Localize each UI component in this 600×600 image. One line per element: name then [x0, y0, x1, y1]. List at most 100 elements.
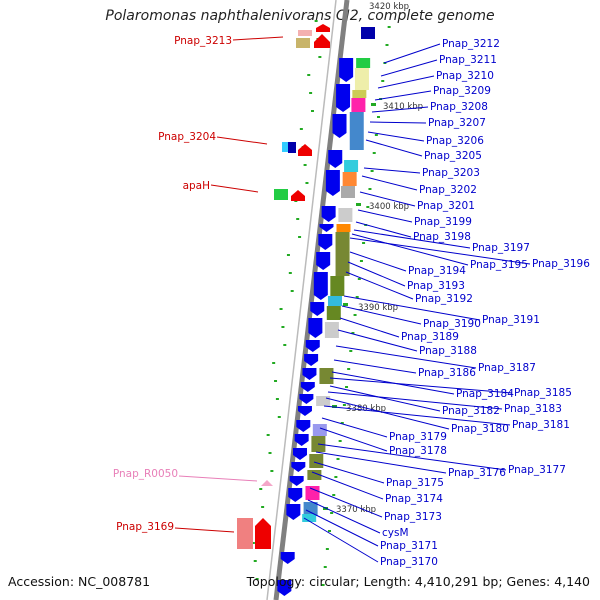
gene-label-pnap-3190[interactable]: Pnap_3190 — [423, 318, 481, 330]
gene-reverse-arrow[interactable] — [294, 434, 309, 446]
gene-reverse-arrow[interactable] — [339, 58, 354, 82]
gene-pnap-3204-block-b[interactable] — [288, 142, 296, 153]
gene-label-pnap-3203[interactable]: Pnap_3203 — [422, 167, 480, 179]
gene-reverse-arrow[interactable] — [302, 368, 317, 380]
gene-label-pnap-3197[interactable]: Pnap_3197 — [472, 242, 530, 254]
gene-reverse-arrow[interactable] — [280, 552, 295, 564]
gene-apah-arrow[interactable] — [291, 190, 305, 201]
cog-block[interactable] — [302, 514, 317, 522]
gene-label-pnap-3209[interactable]: Pnap_3209 — [433, 85, 491, 97]
gene-label-pnap-3212[interactable]: Pnap_3212 — [442, 38, 500, 50]
gene-label-pnap-r0050[interactable]: Pnap_R0050 — [113, 468, 178, 480]
gene-reverse-arrow[interactable] — [289, 476, 304, 486]
cog-block[interactable] — [326, 306, 341, 320]
gene-reverse-arrow[interactable] — [316, 252, 331, 270]
gene-reverse-arrow[interactable] — [319, 224, 334, 232]
cog-block[interactable] — [338, 208, 353, 222]
gene-reverse-arrow[interactable] — [336, 84, 351, 112]
gene-reverse-top[interactable] — [361, 27, 375, 39]
cog-block[interactable] — [342, 172, 357, 186]
gene-label-pnap-3199[interactable]: Pnap_3199 — [414, 216, 472, 228]
cog-block[interactable] — [351, 98, 366, 112]
gene-label-pnap-3184[interactable]: Pnap_3184 — [456, 388, 514, 400]
gene-label-pnap-3177[interactable]: Pnap_3177 — [508, 464, 566, 476]
cog-block[interactable] — [356, 58, 371, 68]
gene-reverse-arrow[interactable] — [288, 488, 303, 502]
gene-label-pnap-3171[interactable]: Pnap_3171 — [380, 540, 438, 552]
gene-label-pnap-3187[interactable]: Pnap_3187 — [478, 362, 536, 374]
gene-reverse-arrow[interactable] — [332, 114, 347, 138]
gene-reverse-arrow[interactable] — [321, 206, 336, 222]
gene-label-pnap-3193[interactable]: Pnap_3193 — [407, 280, 465, 292]
gene-label-pnap-3175[interactable]: Pnap_3175 — [386, 477, 444, 489]
gene-reverse-arrow[interactable] — [304, 354, 319, 366]
gene-label-pnap-3207[interactable]: Pnap_3207 — [428, 117, 486, 129]
gene-label-pnap-3191[interactable]: Pnap_3191 — [482, 314, 540, 326]
cog-block[interactable] — [340, 186, 355, 198]
gene-label-pnap-3208[interactable]: Pnap_3208 — [430, 101, 488, 113]
gene-label-pnap-3185[interactable]: Pnap_3185 — [514, 387, 572, 399]
gene-pnap-3213-block-b[interactable] — [298, 30, 312, 36]
gene-label-pnap-3183[interactable]: Pnap_3183 — [504, 403, 562, 415]
cog-block[interactable] — [319, 368, 334, 384]
gene-label-pnap-3188[interactable]: Pnap_3188 — [419, 345, 477, 357]
gene-reverse-arrow[interactable] — [277, 580, 292, 596]
gene-reverse-arrow[interactable] — [299, 394, 314, 404]
cog-block[interactable] — [305, 486, 320, 500]
cog-block[interactable] — [303, 502, 318, 516]
cog-block[interactable] — [330, 276, 345, 296]
gene-pnap-3169-arrow[interactable] — [255, 518, 271, 549]
rna-pnap-r0050[interactable] — [261, 480, 273, 486]
gene-label-pnap-3210[interactable]: Pnap_3210 — [436, 70, 494, 82]
gene-reverse-arrow[interactable] — [305, 340, 320, 352]
gene-reverse-arrow[interactable] — [296, 420, 311, 432]
gene-reverse-arrow[interactable] — [313, 272, 328, 300]
cog-block[interactable] — [344, 160, 359, 172]
cog-block[interactable] — [349, 112, 364, 150]
gene-reverse-arrow[interactable] — [286, 504, 301, 520]
gene-label-pnap-3195[interactable]: Pnap_3195 — [470, 259, 528, 271]
gene-pnap-3204-arrow[interactable] — [298, 144, 312, 156]
cog-block[interactable] — [309, 454, 324, 468]
gene-pnap-3213-block[interactable] — [296, 38, 310, 48]
cog-block[interactable] — [354, 68, 369, 90]
gene-reverse-arrow[interactable] — [308, 318, 323, 338]
gene-label-pnap-3180[interactable]: Pnap_3180 — [451, 423, 509, 435]
gene-label-pnap-3174[interactable]: Pnap_3174 — [385, 493, 443, 505]
gene-label-pnap-3194[interactable]: Pnap_3194 — [408, 265, 466, 277]
cog-block[interactable] — [316, 396, 331, 406]
gene-label-pnap-3169[interactable]: Pnap_3169 — [116, 521, 174, 533]
gene-label-pnap-3204[interactable]: Pnap_3204 — [158, 131, 216, 143]
gene-apah-block[interactable] — [274, 189, 288, 200]
gene-reverse-arrow[interactable] — [292, 448, 307, 460]
cog-block[interactable] — [327, 296, 342, 306]
gene-label-cysm[interactable]: cysM — [382, 527, 409, 539]
gene-label-pnap-3196[interactable]: Pnap_3196 — [532, 258, 590, 270]
gene-label-apah[interactable]: apaH — [183, 180, 210, 192]
cog-block[interactable] — [336, 224, 351, 232]
gene-label-pnap-3202[interactable]: Pnap_3202 — [419, 184, 477, 196]
gene-label-pnap-3173[interactable]: Pnap_3173 — [384, 511, 442, 523]
gene-label-pnap-3170[interactable]: Pnap_3170 — [380, 556, 438, 568]
gene-reverse-arrow[interactable] — [300, 382, 315, 392]
gene-label-pnap-3176[interactable]: Pnap_3176 — [448, 467, 506, 479]
gene-label-pnap-3189[interactable]: Pnap_3189 — [401, 331, 459, 343]
gene-reverse-arrow[interactable] — [318, 234, 333, 250]
cog-block[interactable] — [352, 90, 367, 98]
gene-reverse-arrow[interactable] — [291, 462, 306, 472]
gene-pnap-3213-arrow[interactable] — [314, 34, 330, 48]
gene-label-pnap-3181[interactable]: Pnap_3181 — [512, 419, 570, 431]
gene-label-pnap-3211[interactable]: Pnap_3211 — [439, 54, 497, 66]
gene-label-pnap-3205[interactable]: Pnap_3205 — [424, 150, 482, 162]
cog-block[interactable] — [324, 322, 339, 338]
gene-label-pnap-3179[interactable]: Pnap_3179 — [389, 431, 447, 443]
gene-label-pnap-3213[interactable]: Pnap_3213 — [174, 35, 232, 47]
gene-label-pnap-3182[interactable]: Pnap_3182 — [442, 405, 500, 417]
gene-pnap-3169-block[interactable] — [237, 518, 253, 549]
gene-reverse-arrow[interactable] — [310, 302, 325, 316]
gene-label-pnap-3192[interactable]: Pnap_3192 — [415, 293, 473, 305]
gene-label-pnap-3198[interactable]: Pnap_3198 — [413, 231, 471, 243]
gene-reverse-arrow[interactable] — [325, 170, 340, 196]
gene-label-pnap-3178[interactable]: Pnap_3178 — [389, 445, 447, 457]
gene-label-pnap-3201[interactable]: Pnap_3201 — [417, 200, 475, 212]
